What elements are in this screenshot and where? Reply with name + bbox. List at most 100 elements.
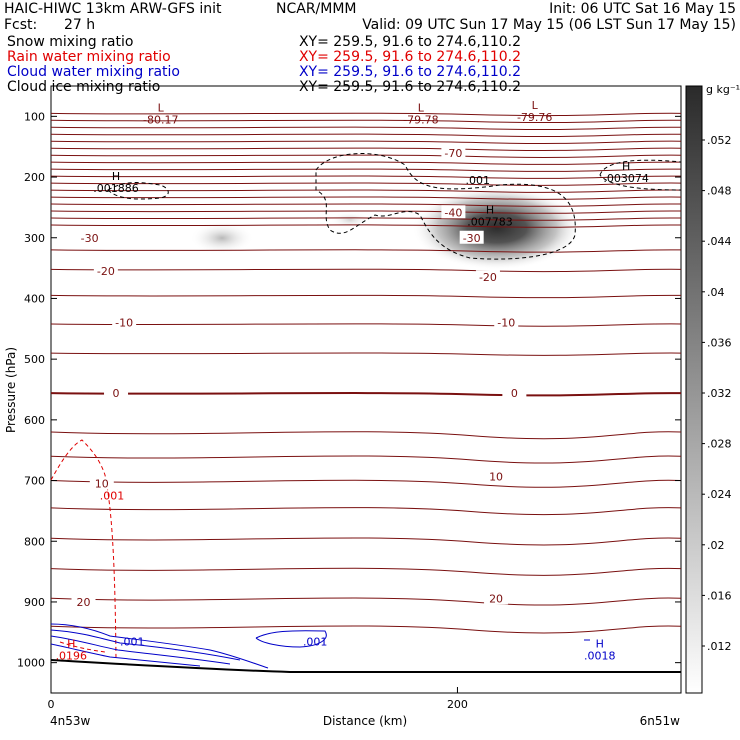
isotherm-line [51,567,681,576]
x-tick-label: 200 [447,698,468,711]
contour-label: .001 [100,490,125,503]
cloud-ice-contours [107,153,681,260]
colorbar-tick-label: .028 [707,438,732,451]
colorbar-bar [685,85,703,694]
extremum-value: .007783 [467,215,513,228]
right-endpoint-label: 6n51w [640,714,681,728]
extremum-value: .0018 [584,649,616,662]
isotherm-label: 10 [489,470,503,483]
colorbar-tick-label: .02 [707,539,725,552]
isotherm-line [51,196,681,200]
colorbar-tick-label: .044 [707,235,732,248]
extremum-marker: H [486,203,494,216]
isotherm-label: -10 [497,317,515,330]
isotherm-line [51,455,681,464]
colorbar-unit: g kg⁻¹ [706,83,740,96]
extremum-marker: H [112,170,120,183]
org-label: NCAR/MMM [276,1,357,17]
extremum-value: -79.78 [403,113,438,126]
extremum-marker: L [158,101,165,114]
field-xy: XY= 259.5, 91.6 to 274.6,110.2 [299,49,521,65]
isotherm-line [51,175,681,179]
extremum-marker: H [622,160,630,173]
isotherm-line [51,597,681,606]
y-tick-label: 200 [24,171,45,184]
temperature-isotherms [51,112,681,634]
isotherm-label-bg [71,594,96,608]
field-name: Snow mixing ratio [7,34,133,50]
isotherm-line [51,224,681,228]
contour-label: .001 [120,635,145,648]
x-axis: 0 200 [48,687,468,711]
colorbar-tick-label: .036 [707,336,732,349]
extremum-marker: H [67,637,75,650]
isotherm-label: -40 [444,206,462,219]
isotherm-line [51,112,681,117]
field-name: Rain water mixing ratio [7,49,171,65]
cloud-water-contour [51,635,231,665]
isotherm-label: -20 [97,265,115,278]
isotherm-label-bg [112,315,137,329]
isotherm-label: 20 [489,592,503,605]
colorbar-tick-label: .016 [707,589,732,602]
isotherm-label: 0 [113,387,120,400]
isotherm-line [51,431,681,440]
fcst-label: Fcst: [4,17,37,33]
terrain-line [50,659,681,673]
field-name: Cloud ice mixing ratio [7,79,160,95]
init-label: Init: 06 UTC Sat 16 May 15 [549,1,736,17]
header: HAIC-HIWC 13km ARW-GFS init NCAR/MMM Ini… [4,1,736,33]
isotherm-label-bg [494,315,519,329]
colorbar-tick-label: .048 [707,185,732,198]
isotherm-line [51,154,681,158]
cloud-water-contour [51,623,269,669]
field-xy: XY= 259.5, 91.6 to 274.6,110.2 [299,79,521,95]
y-tick-label: 900 [24,596,45,609]
y-axis-label: Pressure (hPa) [4,347,18,433]
extremum-value: .0196 [56,649,88,662]
valid-label: Valid: 09 UTC Sun 17 May 15 (06 LST Sun … [362,17,736,33]
plot-frame [50,85,682,694]
model-title: HAIC-HIWC 13km ARW-GFS init [4,1,222,17]
extremum-value: .001886 [93,182,139,195]
snow-minor-blob [190,222,254,254]
field-xy: XY= 259.5, 91.6 to 274.6,110.2 [299,34,521,50]
isotherm-line [51,119,681,124]
cloud-water-contour [255,630,327,648]
isotherm-line [51,323,681,327]
isotherm-label-bg [484,469,509,483]
isotherm-line [51,147,681,151]
isotherm-line [51,249,681,253]
isotherm-label: 0 [511,387,518,400]
isotherm-line [51,210,681,214]
extremum-marker: L [532,99,539,112]
isotherm-label: -30 [463,232,481,245]
isotherm-line [51,126,681,131]
cloud-water-contour [51,643,201,667]
extremum-value: -80.17 [143,113,178,126]
isotherm-label: -20 [479,271,497,284]
isotherm-line [51,133,681,137]
isotherm-label-bg [475,270,500,284]
isotherm-line [51,203,681,207]
y-tick-label: 500 [24,353,45,366]
isotherm-label-bg [77,230,102,244]
extremum-value: .003074 [603,172,649,185]
isotherm-label-bg [441,145,466,159]
isotherm-line [51,140,681,144]
cloud-water-contours [51,623,590,669]
isotherm-label: -70 [444,147,462,160]
cloud-ice-contour [107,182,169,200]
isotherm-line [51,392,681,397]
extremum-value: -79.76 [517,111,552,124]
colorbar-tick-label: .052 [707,134,732,147]
colorbar-tick-label: .024 [707,488,732,501]
isotherm-label-bg [104,386,129,400]
isotherm-line [51,294,681,299]
y-tick-label: 400 [24,292,45,305]
isotherm-line [51,217,681,221]
colorbar-tick-label: .012 [707,640,732,653]
isotherm-label: -30 [81,232,99,245]
